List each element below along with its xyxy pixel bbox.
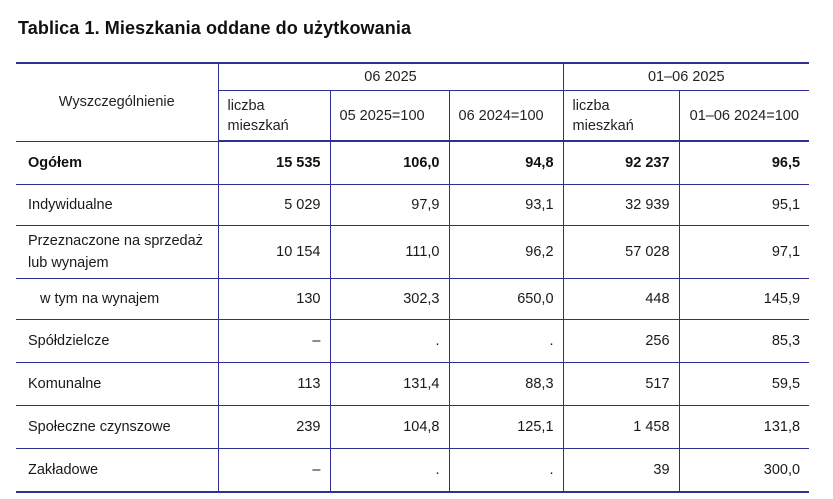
header-g1-prev-month: 05 2025=100: [329, 90, 449, 142]
header-g1-count: liczba mieszkań: [217, 90, 330, 142]
table-row: Indywidualne 5 029 97,9 93,1 32 939 95,1: [16, 184, 810, 226]
cell-index-prev-month: 131,4: [329, 362, 449, 406]
cell-index-ytd: 97,1: [678, 225, 810, 279]
cell-count-ytd: 1 458: [562, 405, 680, 449]
cell-count-ytd: 448: [562, 278, 680, 320]
cell-index-ytd: 95,1: [678, 184, 810, 226]
cell-index-prev-month: 106,0: [329, 141, 449, 185]
cell-index-prev-year: .: [448, 448, 564, 493]
cell-count-ytd: 32 939: [562, 184, 680, 226]
cell-index-prev-year: 96,2: [448, 225, 564, 279]
row-label: Społeczne czynszowe: [16, 405, 218, 449]
cell-index-prev-year: 93,1: [448, 184, 564, 226]
housing-table: Wyszczególnienie 06 2025 01–06 2025 licz…: [16, 62, 810, 493]
row-label: Indywidualne: [16, 184, 218, 226]
cell-count-ytd: 39: [562, 448, 680, 493]
cell-count-06: –: [217, 319, 330, 363]
cell-index-prev-year: .: [448, 319, 564, 363]
header-g2-count: liczba mieszkań: [562, 90, 680, 142]
header-g1-prev-year: 06 2024=100: [448, 90, 564, 142]
cell-index-prev-year: 125,1: [448, 405, 564, 449]
cell-count-06: 130: [217, 278, 330, 320]
cell-count-ytd: 92 237: [562, 141, 680, 185]
cell-index-ytd: 96,5: [678, 141, 810, 185]
cell-index-prev-month: 97,9: [329, 184, 449, 226]
cell-count-06: 10 154: [217, 225, 330, 279]
cell-count-06: 5 029: [217, 184, 330, 226]
cell-count-06: 239: [217, 405, 330, 449]
table-row: Spółdzielcze – . . 256 85,3: [16, 319, 810, 363]
row-label: Spółdzielcze: [16, 319, 218, 363]
table-title: Tablica 1. Mieszkania oddane do użytkowa…: [18, 18, 412, 38]
table-row: Ogółem 15 535 106,0 94,8 92 237 96,5: [16, 141, 810, 185]
table-row: Przeznaczone na sprzedaż lub wynajem 10 …: [16, 225, 810, 279]
header-group-06-2025: 06 2025: [217, 62, 564, 91]
cell-index-prev-year: 94,8: [448, 141, 564, 185]
header-g2-prev-year: 01–06 2024=100: [678, 90, 810, 142]
cell-index-ytd: 131,8: [678, 405, 810, 449]
cell-index-prev-month: 111,0: [329, 225, 449, 279]
cell-index-ytd: 59,5: [678, 362, 810, 406]
cell-index-prev-month: .: [329, 448, 449, 493]
cell-count-06: 113: [217, 362, 330, 406]
cell-index-ytd: 145,9: [678, 278, 810, 320]
cell-index-prev-month: 104,8: [329, 405, 449, 449]
cell-index-ytd: 300,0: [678, 448, 810, 493]
row-label: Zakładowe: [16, 448, 218, 493]
cell-index-prev-year: 88,3: [448, 362, 564, 406]
cell-index-prev-month: 302,3: [329, 278, 449, 320]
row-label: Przeznaczone na sprzedaż lub wynajem: [16, 225, 218, 279]
table-row: Społeczne czynszowe 239 104,8 125,1 1 45…: [16, 405, 810, 449]
row-label: Komunalne: [16, 362, 218, 406]
row-label: w tym na wynajem: [16, 278, 218, 320]
cell-index-prev-year: 650,0: [448, 278, 564, 320]
table-row: w tym na wynajem 130 302,3 650,0 448 145…: [16, 278, 810, 320]
cell-index-prev-month: .: [329, 319, 449, 363]
cell-count-06: 15 535: [217, 141, 330, 185]
cell-count-06: –: [217, 448, 330, 493]
table-row: Komunalne 113 131,4 88,3 517 59,5: [16, 362, 810, 406]
row-label: Ogółem: [16, 141, 218, 185]
cell-count-ytd: 57 028: [562, 225, 680, 279]
cell-count-ytd: 517: [562, 362, 680, 406]
cell-count-ytd: 256: [562, 319, 680, 363]
table-row: Zakładowe – . . 39 300,0: [16, 448, 810, 493]
header-row-label: Wyszczególnienie: [16, 62, 218, 142]
header-group-01-06-2025: 01–06 2025: [562, 62, 810, 91]
cell-index-ytd: 85,3: [678, 319, 810, 363]
